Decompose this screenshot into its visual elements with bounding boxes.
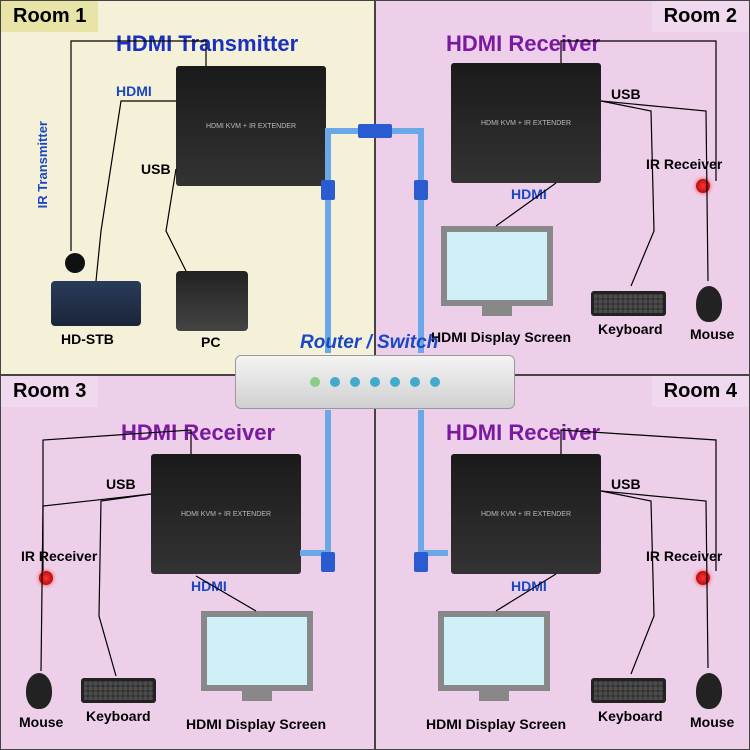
router-switch bbox=[235, 355, 515, 409]
room-2: Room 2 HDMI Receiver HDMI KVM + IR EXTEN… bbox=[375, 0, 750, 375]
room-3: Room 3 HDMI Receiver HDMI KVM + IR EXTEN… bbox=[0, 375, 375, 750]
router-label: Router / Switch bbox=[300, 332, 438, 354]
room-1: Room 1 HDMI Transmitter HDMI KVM + IR EX… bbox=[0, 0, 375, 375]
room-4: Room 4 HDMI Receiver HDMI KVM + IR EXTEN… bbox=[375, 375, 750, 750]
